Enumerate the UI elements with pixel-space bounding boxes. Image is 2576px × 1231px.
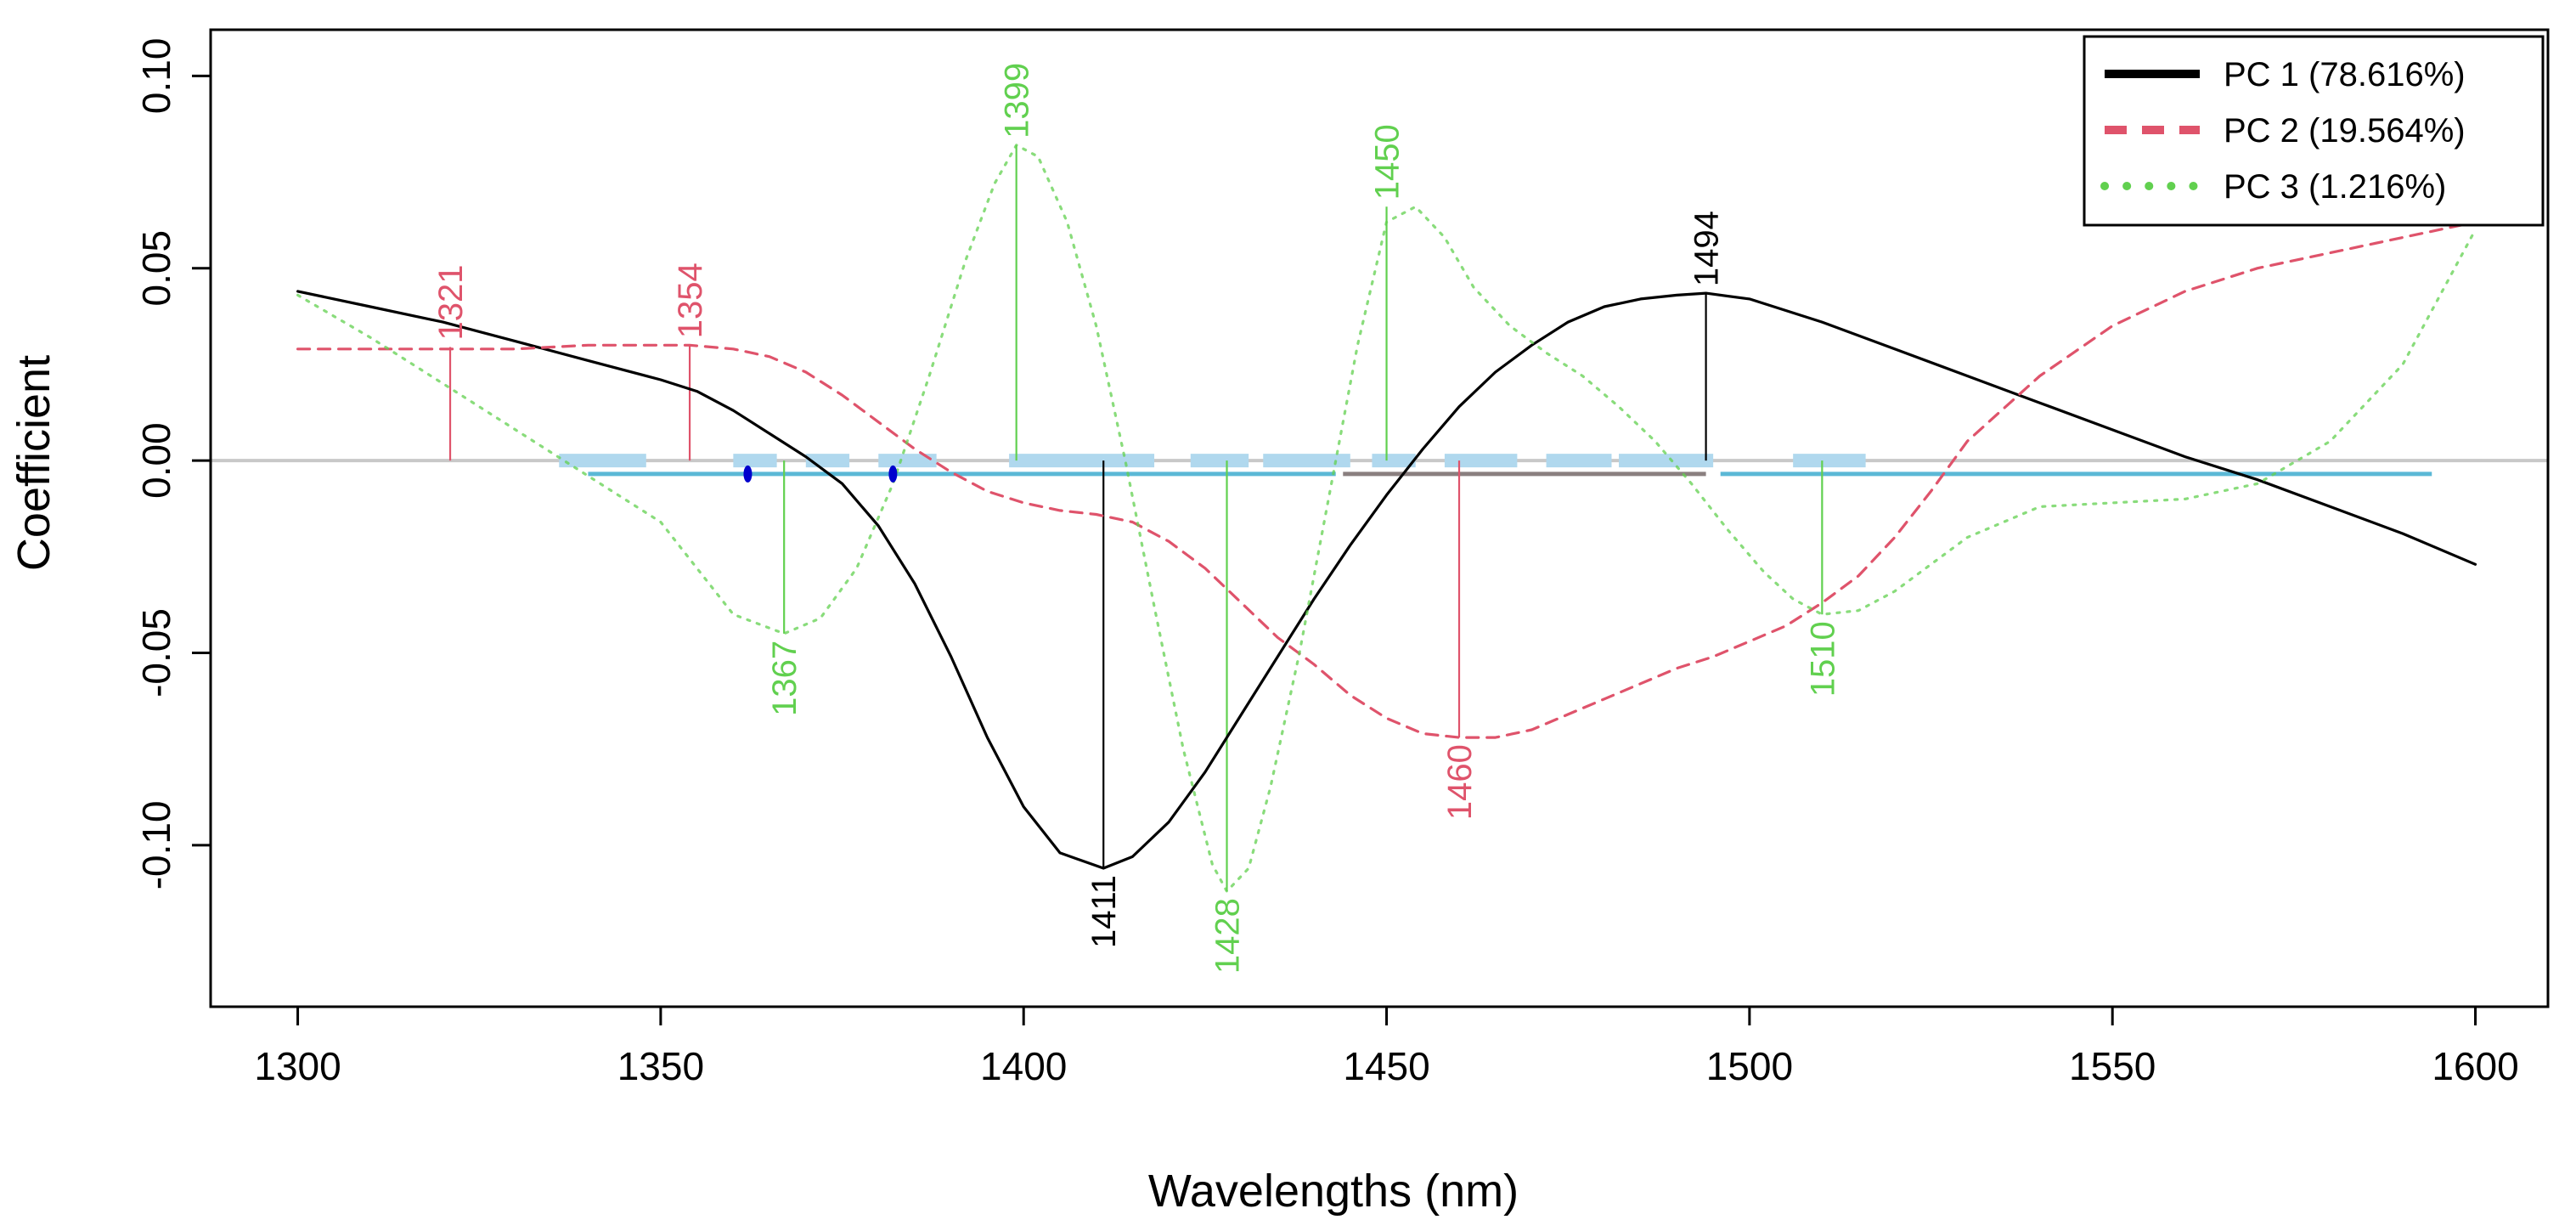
y-tick-label-0.00: 0.00: [134, 422, 178, 499]
x-tick-label-1600: 1600: [2432, 1044, 2518, 1088]
legend-label-pc1: PC 1 (78.616%): [2224, 56, 2466, 93]
annotation-label-1460: 1460: [1441, 744, 1479, 820]
marker-point-1: [743, 465, 753, 483]
annotation-label-1428: 1428: [1209, 898, 1247, 974]
legend-label-pc3: PC 3 (1.216%): [2224, 168, 2446, 206]
legend: PC 1 (78.616%) PC 2 (19.564%) PC 3 (1.216%…: [2083, 35, 2545, 227]
plot-frame: [209, 28, 2550, 1008]
y-tick-label-0.10: 0.10: [134, 38, 178, 115]
y-tick-label-0.05: 0.05: [134, 230, 178, 307]
y-axis-title: Coefficient: [8, 355, 59, 571]
annotation-label-1510: 1510: [1804, 621, 1841, 697]
annotation-label-1321: 1321: [432, 265, 470, 341]
y-tick-label--0.10: -0.10: [134, 800, 178, 889]
legend-label-pc2: PC 2 (19.564%): [2224, 112, 2466, 150]
marker-point-2: [888, 465, 898, 483]
series-line-pc1: [296, 290, 2477, 870]
x-tick-label-1350: 1350: [617, 1044, 704, 1088]
annotation-label-1411: 1411: [1085, 875, 1123, 948]
annotation-label-1399: 1399: [999, 63, 1036, 138]
x-tick-label-1400: 1400: [980, 1044, 1067, 1088]
annotation-label-1450: 1450: [1369, 124, 1406, 200]
plot-area: 1321 1354 1367 1399 1411 1428 1450 1460 1494 1510: [211, 63, 2548, 974]
y-tick-label--0.05: -0.05: [134, 608, 178, 697]
annotation-label-1354: 1354: [672, 263, 709, 338]
axes: 1300 1350 1400 1450 1500 1550 1600 -0.10 -0.05 0.…: [134, 28, 2550, 1088]
annotation-label-1494: 1494: [1688, 211, 1726, 286]
x-tick-label-1550: 1550: [2069, 1044, 2156, 1088]
series-line-pc3: [296, 144, 2477, 893]
x-axis-title: Wavelengths (nm): [1148, 1166, 1519, 1217]
annotation-label-1367: 1367: [766, 641, 803, 716]
x-tick-label-1500: 1500: [1706, 1044, 1793, 1088]
series-line-pc2: [296, 220, 2477, 739]
x-tick-label-1450: 1450: [1343, 1044, 1429, 1088]
x-tick-label-1300: 1300: [254, 1044, 341, 1088]
